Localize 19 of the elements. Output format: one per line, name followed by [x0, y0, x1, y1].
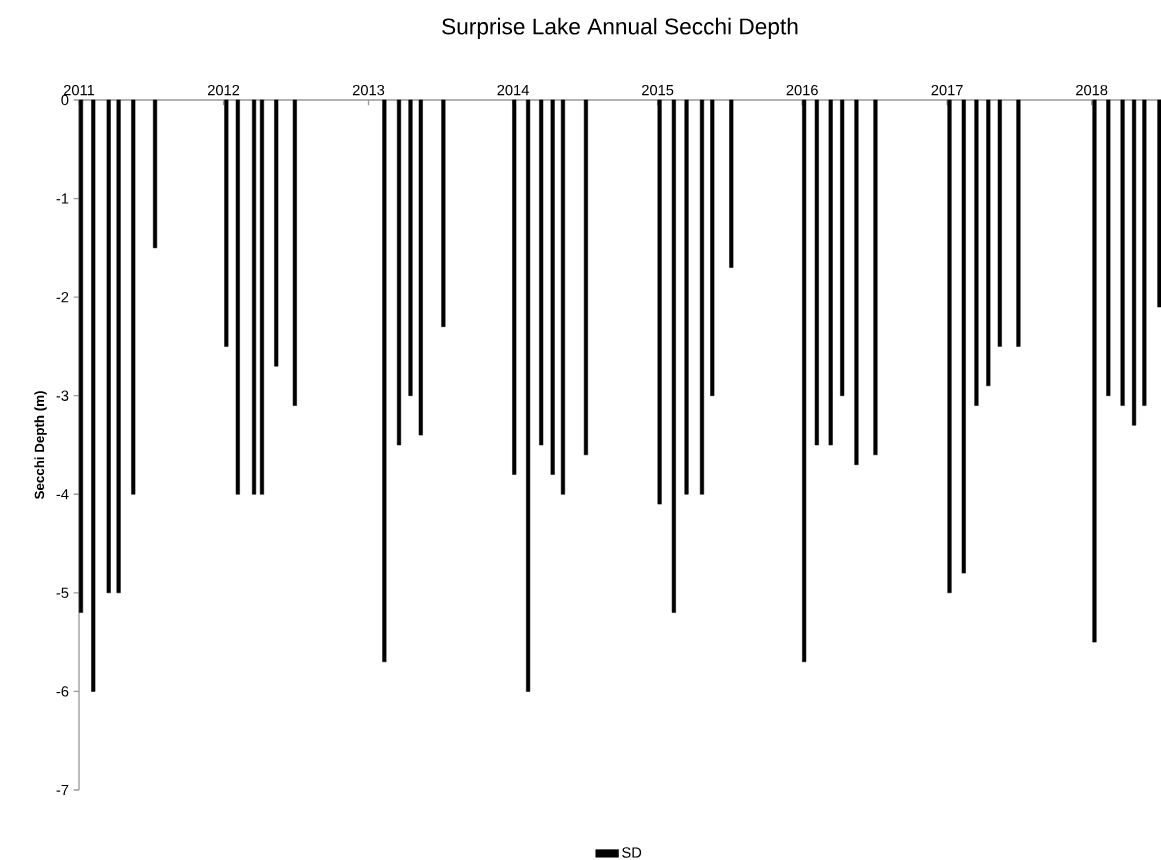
x-tick-label: 2014 — [497, 84, 529, 96]
x-tick-label: 2013 — [352, 84, 385, 96]
y-tick-label: 0 — [61, 94, 69, 106]
x-tick-label: 2018 — [1076, 84, 1108, 96]
y-tick-label: -5 — [56, 587, 69, 598]
x-tick-label: 2011 — [63, 84, 95, 96]
x-tick-label: 2015 — [642, 84, 674, 96]
y-tick-label: -1 — [56, 193, 69, 204]
y-tick-label: -3 — [56, 390, 69, 401]
legend-label: SD — [622, 847, 642, 858]
x-tick-label: 2017 — [931, 84, 963, 96]
y-axis-title: Secchi Depth (m) — [34, 391, 47, 500]
y-tick-label: -4 — [56, 489, 69, 500]
y-tick-label: -6 — [56, 686, 69, 697]
y-tick-label: -7 — [56, 784, 69, 796]
y-tick-label: -2 — [56, 292, 69, 303]
chart-title: Surprise Lake Annual Secchi Depth — [442, 17, 798, 39]
x-tick-label: 2016 — [786, 84, 818, 96]
x-tick-label: 2012 — [207, 84, 240, 96]
